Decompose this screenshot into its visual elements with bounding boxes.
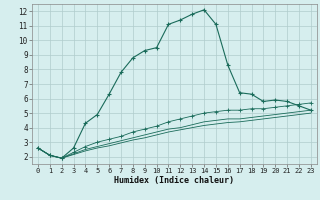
X-axis label: Humidex (Indice chaleur): Humidex (Indice chaleur) <box>115 176 234 185</box>
